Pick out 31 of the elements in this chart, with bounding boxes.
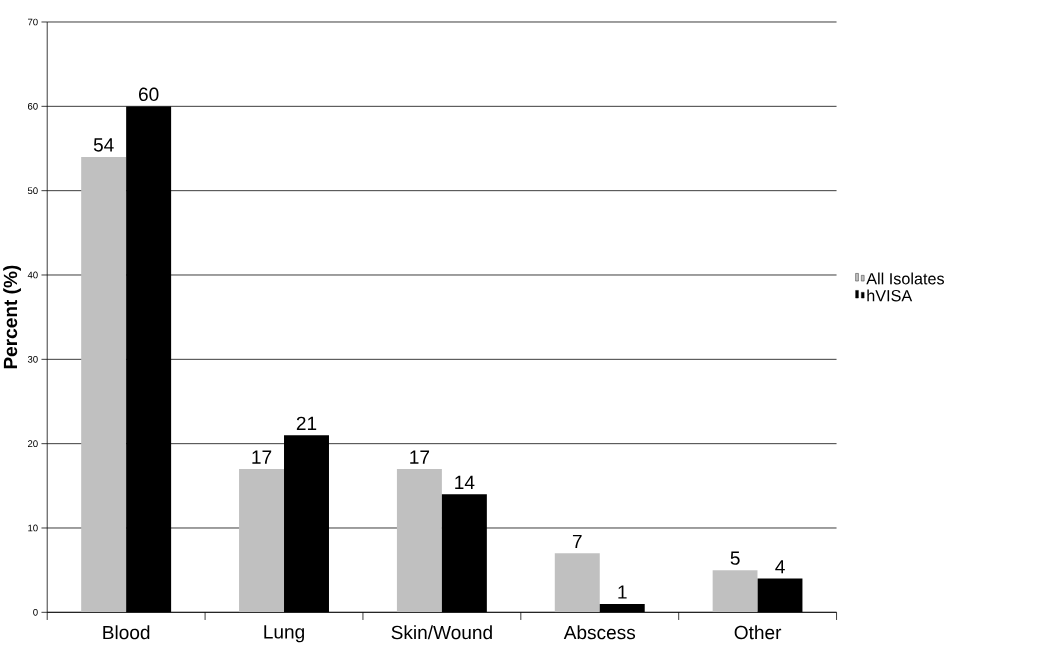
x-tick-label: Skin/Wound [391, 625, 492, 640]
bar [712, 570, 758, 613]
x-tick-label: Blood [103, 625, 150, 640]
y-tick-label: 60 [27, 102, 38, 110]
y-tick-label: 40 [27, 271, 38, 279]
x-tick-label: Lung [264, 625, 304, 643]
bar [81, 156, 127, 613]
y-axis-title: Percent (%) [3, 265, 21, 369]
data-label: 4 [775, 560, 785, 574]
data-label: 21 [296, 416, 317, 430]
x-tick-label: Other [734, 625, 782, 640]
y-tick-label: 50 [27, 187, 38, 194]
x-tick-label: Abscess [563, 625, 636, 640]
data-label: 1 [618, 585, 627, 599]
data-label: 5 [730, 551, 740, 565]
bar [239, 468, 285, 613]
legend-label: All Isolates [866, 272, 945, 285]
data-label: 17 [252, 450, 272, 464]
data-label: 14 [455, 475, 475, 489]
y-tick-label: 30 [27, 355, 38, 363]
data-label: 7 [572, 534, 582, 548]
bar [554, 553, 600, 613]
data-label: 17 [410, 450, 430, 464]
data-label: 54 [93, 138, 114, 152]
y-tick-label: 0 [33, 608, 38, 616]
y-tick-label: 10 [28, 524, 38, 532]
y-tick-label: 20 [27, 440, 38, 447]
data-label: 60 [139, 87, 159, 101]
legend-label: hVISA [867, 289, 913, 302]
y-tick-label: 70 [27, 18, 38, 26]
bar [396, 468, 442, 613]
